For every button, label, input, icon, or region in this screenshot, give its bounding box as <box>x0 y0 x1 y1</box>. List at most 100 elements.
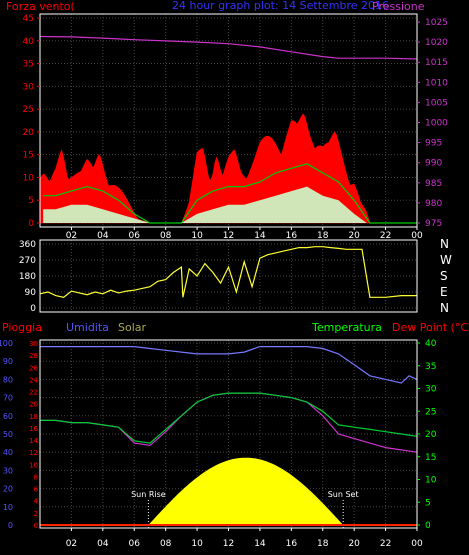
rain-tick-label: 10 <box>29 461 38 469</box>
humidity-series <box>40 346 418 384</box>
y-left-tick-label: 5 <box>28 196 34 206</box>
rain-tick-label: 26 <box>29 364 38 372</box>
direction-tick-label: 0 <box>30 304 36 314</box>
rain-tick-label: 22 <box>29 389 38 397</box>
rain-tick-label: 4 <box>34 498 39 506</box>
humidity-tick-label: 80 <box>3 375 13 384</box>
y-right-tick-label: 1005 <box>425 98 448 108</box>
compass-label: S <box>440 269 448 283</box>
x-tick-label: 16 <box>286 539 298 549</box>
direction-tick-label: 90 <box>25 288 37 298</box>
rain-tick-label: 12 <box>29 449 38 457</box>
compass-label: E <box>440 285 448 299</box>
humidity-tick-label: 100 <box>0 339 13 348</box>
temp-tick-label: 5 <box>425 498 431 508</box>
compass-label: N <box>440 301 449 315</box>
rain-tick-label: 20 <box>29 401 38 409</box>
direction-tick-label: 180 <box>19 272 36 282</box>
humidity-tick-label: 0 <box>8 521 13 530</box>
wind-minimum-series <box>43 186 417 223</box>
direction-tick-label: 360 <box>19 240 36 250</box>
rain-tick-label: 16 <box>29 425 38 433</box>
x-tick-label: 14 <box>254 539 266 549</box>
humidity-tick-label: 60 <box>3 412 13 421</box>
compass-label: N <box>440 237 449 251</box>
panel1-x-ticks: 02 04 06 08 10 12 14 16 18 20 22 00 <box>66 227 423 241</box>
y-right-tick-label: 1010 <box>425 78 448 88</box>
rain-tick-label: 8 <box>34 473 38 481</box>
temp-tick-label: 0 <box>425 521 431 531</box>
y-left-tick-label: 35 <box>23 60 34 70</box>
direction-tick-label: 270 <box>19 256 36 266</box>
panel1-right-label: Pressione <box>372 0 425 13</box>
compass-label: W <box>440 253 452 267</box>
x-tick-label: 20 <box>348 231 360 241</box>
temp-tick-label: 25 <box>425 407 436 417</box>
panel1-left-ticks: 0 5 10 15 20 25 30 35 40 45 <box>23 14 40 229</box>
x-tick-label: 20 <box>348 539 360 549</box>
legend-temperature: Temperatura <box>311 321 382 334</box>
y-left-tick-label: 45 <box>23 14 34 24</box>
rain-tick-label: 6 <box>34 486 39 494</box>
x-tick-label: 06 <box>129 231 141 241</box>
humidity-tick-label: 10 <box>3 503 13 512</box>
x-tick-label: 04 <box>97 231 109 241</box>
humidity-tick-label: 40 <box>3 448 13 457</box>
panel3-x-ticks: 02 04 06 08 10 12 14 16 18 20 22 00 <box>66 528 423 549</box>
x-tick-label: 12 <box>223 539 234 549</box>
y-left-tick-label: 20 <box>23 128 35 138</box>
rain-tick-label: 14 <box>29 437 38 445</box>
temperature-series <box>40 392 418 444</box>
panel-wind-pressure: Forza vento( 24 hour graph plot: 14 Sett… <box>6 0 448 241</box>
legend-dewpoint: Dew Point (°C) <box>392 321 469 334</box>
rain-tick-label: 2 <box>34 510 38 518</box>
temp-tick-label: 20 <box>425 430 437 440</box>
panel1-right-ticks: 975 980 985 990 995 1000 1005 1010 1015 1020 1025 <box>417 18 448 229</box>
panel2-grid <box>40 240 417 312</box>
temp-tick-label: 15 <box>425 453 436 463</box>
panel3-series: Sun Rise Sun Set <box>40 346 418 528</box>
x-tick-label: 08 <box>160 539 172 549</box>
panel1-series <box>39 35 418 224</box>
panel3-humidity-ticks: 0 10 20 30 40 50 60 70 80 90 100 <box>0 339 13 530</box>
x-tick-label: 00 <box>411 231 423 241</box>
panel3-temperature-ticks: 0 5 10 15 20 25 30 35 40 <box>417 339 437 531</box>
y-right-tick-label: 1000 <box>425 119 448 129</box>
x-tick-label: 00 <box>411 539 423 549</box>
humidity-tick-label: 20 <box>3 485 13 494</box>
y-right-tick-label: 980 <box>425 199 442 209</box>
y-left-tick-label: 30 <box>23 82 35 92</box>
panel2-frame <box>39 239 418 313</box>
panel2-y-ticks: 0 90 180 270 360 <box>19 240 36 314</box>
x-tick-label: 08 <box>160 231 172 241</box>
humidity-tick-label: 90 <box>3 357 13 366</box>
x-tick-label: 22 <box>380 231 391 241</box>
legend-rain: Pioggia <box>2 321 42 334</box>
y-right-tick-label: 975 <box>425 219 442 229</box>
rain-tick-label: 18 <box>29 413 38 421</box>
solar-series <box>148 457 344 525</box>
sunset-label: Sun Set <box>328 490 359 499</box>
rain-tick-label: 30 <box>29 340 38 348</box>
x-tick-label: 12 <box>223 231 234 241</box>
y-left-tick-label: 25 <box>23 105 34 115</box>
x-tick-label: 22 <box>380 539 391 549</box>
temp-tick-label: 10 <box>425 476 437 486</box>
x-tick-label: 02 <box>66 539 77 549</box>
x-tick-label: 18 <box>317 231 329 241</box>
wind-direction-series <box>39 246 417 298</box>
legend-solar: Solar <box>118 321 147 334</box>
x-tick-label: 04 <box>97 539 109 549</box>
x-tick-label: 02 <box>66 231 77 241</box>
rain-tick-label: 28 <box>29 352 38 360</box>
rain-tick-label: 24 <box>29 376 38 384</box>
y-left-tick-label: 15 <box>23 151 34 161</box>
y-right-tick-label: 985 <box>425 179 442 189</box>
x-tick-label: 14 <box>254 231 266 241</box>
wind-average-series <box>43 163 417 224</box>
y-right-tick-label: 1015 <box>425 58 448 68</box>
